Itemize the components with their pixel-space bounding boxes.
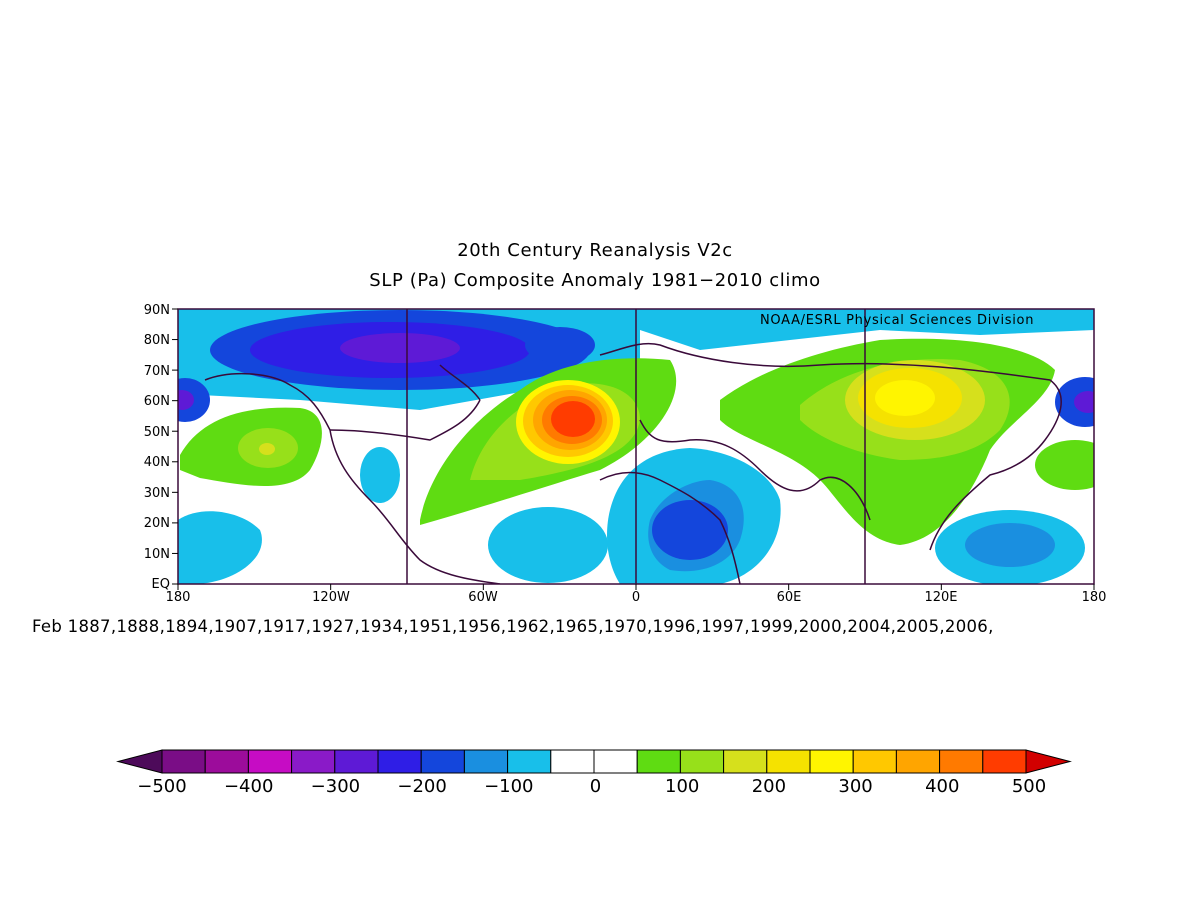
lon-label: 60W — [468, 590, 498, 605]
colorbar-tick-label: 100 — [665, 776, 700, 797]
lat-label: 30N — [143, 486, 170, 501]
colorbar-tick-label: 300 — [838, 776, 873, 797]
credit-label: NOAA/ESRL Physical Sciences Division — [760, 313, 1035, 328]
lon-label: 180 — [165, 590, 191, 605]
map-field — [178, 309, 1094, 584]
lat-label: 10N — [143, 547, 170, 562]
lat-label: 50N — [143, 425, 170, 440]
chart-title-line1: 20th Century Reanalysis V2c — [457, 240, 733, 261]
colorbar-tick-label: 500 — [1011, 776, 1047, 797]
lon-label: 120W — [312, 590, 350, 605]
lon-label: 60E — [776, 590, 802, 605]
colorbar-tick-label: −300 — [310, 776, 361, 797]
colorbar-tick-label: 400 — [925, 776, 960, 797]
composite-dates: Feb 1887,1888,1894,1907,1917,1927,1934,1… — [32, 617, 994, 636]
lon-label: 120E — [924, 590, 958, 605]
colorbar-tick-label: 0 — [589, 776, 602, 797]
colorbar-tick-label: −200 — [397, 776, 447, 797]
colorbar-tick-label: 200 — [751, 776, 787, 797]
lat-label: 90N — [143, 303, 170, 318]
colorbar-tick-label: −500 — [137, 776, 187, 797]
lat-label: 20N — [143, 516, 170, 531]
coastlines — [204, 343, 1062, 584]
lon-label: 0 — [631, 590, 641, 605]
chart-title-line2: SLP (Pa) Composite Anomaly 1981−2010 cli… — [369, 270, 821, 291]
colorbar-tick-label: −400 — [223, 776, 274, 797]
lat-label: 60N — [143, 394, 170, 409]
lat-label: 80N — [143, 333, 170, 348]
lon-label: 180 — [1081, 590, 1107, 605]
colorbar-tick-label: −100 — [484, 776, 534, 797]
lat-label: 70N — [143, 364, 170, 379]
lat-label: 40N — [143, 455, 170, 470]
lat-label: EQ — [151, 577, 170, 592]
